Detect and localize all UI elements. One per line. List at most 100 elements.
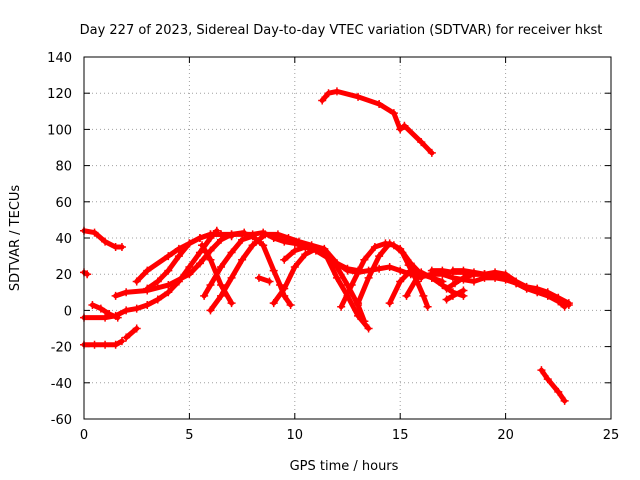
data-point (402, 291, 411, 300)
data-point (438, 266, 447, 275)
data-point (217, 230, 226, 239)
y-tick-label: 20 (55, 268, 72, 283)
series-arc-25 (537, 366, 569, 405)
series-arc-16 (318, 87, 436, 157)
data-point (111, 291, 120, 300)
data-point (198, 241, 207, 250)
data-point (448, 266, 457, 275)
data-point (396, 125, 405, 134)
data-point (354, 92, 363, 101)
data-point (132, 324, 141, 333)
data-point (280, 284, 289, 293)
data-point (560, 396, 569, 405)
data-point (265, 277, 274, 286)
data-point (238, 235, 247, 244)
y-tick-label: -60 (51, 413, 72, 428)
x-tick-label: 5 (185, 428, 193, 443)
data-point (185, 239, 194, 248)
data-point (480, 270, 489, 279)
data-point (413, 273, 422, 282)
data-point (122, 306, 131, 315)
series-line (319, 88, 435, 156)
data-point (238, 255, 247, 264)
data-point (554, 387, 563, 396)
data-point (200, 291, 209, 300)
data-point (101, 313, 110, 322)
data-point (451, 279, 460, 288)
data-point (301, 243, 310, 252)
series-line (123, 326, 140, 341)
chart-title: Day 227 of 2023, Sidereal Day-to-day VTE… (80, 23, 603, 38)
data-point (301, 250, 310, 259)
data-point (273, 230, 282, 239)
data-point (354, 299, 363, 308)
data-point (111, 340, 120, 349)
data-point (153, 295, 162, 304)
y-tick-label: 120 (47, 87, 72, 102)
data-point (164, 266, 173, 275)
data-point (90, 228, 99, 237)
data-point (375, 252, 384, 261)
data-point (90, 340, 99, 349)
data-point (276, 281, 285, 290)
data-point (227, 232, 236, 241)
data-point (206, 255, 215, 264)
data-point (153, 277, 162, 286)
data-point (195, 248, 204, 257)
data-point (533, 288, 542, 297)
data-point (396, 244, 405, 253)
x-axis-label: GPS time / hours (290, 459, 399, 474)
data-point (206, 230, 215, 239)
axis-ticks: 0 5 10 15 20 25 -60 -40 -20 0 20 40 60 80 100 120 140 (47, 51, 619, 443)
data-point (354, 311, 363, 320)
data-point (406, 259, 415, 268)
y-tick-label: -40 (51, 377, 72, 392)
data-point (185, 270, 194, 279)
data-point (385, 239, 394, 248)
series-arc-05 (88, 300, 122, 322)
data-point (427, 148, 436, 157)
data-point (522, 284, 531, 293)
data-point (337, 302, 346, 311)
data-point (290, 246, 299, 255)
x-tick-label: 10 (287, 428, 304, 443)
series-line (89, 302, 121, 321)
data-point (543, 375, 552, 384)
y-tick-label: -20 (51, 341, 72, 356)
data-point (438, 281, 447, 290)
data-point (269, 266, 278, 275)
data-point (206, 281, 215, 290)
data-point (332, 273, 341, 282)
data-point (406, 266, 415, 275)
data-point (537, 366, 546, 375)
data-point (88, 300, 97, 309)
data-point (174, 252, 183, 261)
data-point (385, 262, 394, 271)
data-point (554, 297, 563, 306)
data-point (122, 288, 131, 297)
data-point (459, 266, 468, 275)
data-point (419, 291, 428, 300)
data-point (560, 302, 569, 311)
data-point (217, 291, 226, 300)
data-point (227, 273, 236, 282)
data-point (113, 313, 122, 322)
data-point (290, 262, 299, 271)
data-point (385, 299, 394, 308)
data-point (469, 277, 478, 286)
data-point (259, 241, 268, 250)
x-tick-label: 20 (497, 428, 514, 443)
series-arc-03 (80, 268, 92, 279)
series-arc-01 (80, 226, 126, 252)
x-tick-label: 0 (80, 428, 88, 443)
data-point (364, 273, 373, 282)
data-point (143, 284, 152, 293)
y-tick-label: 80 (55, 160, 72, 175)
data-point (459, 286, 468, 295)
data-point (164, 252, 173, 261)
data-point (396, 266, 405, 275)
data-point (423, 302, 432, 311)
data-point (217, 281, 226, 290)
series-arc-15 (280, 243, 373, 333)
